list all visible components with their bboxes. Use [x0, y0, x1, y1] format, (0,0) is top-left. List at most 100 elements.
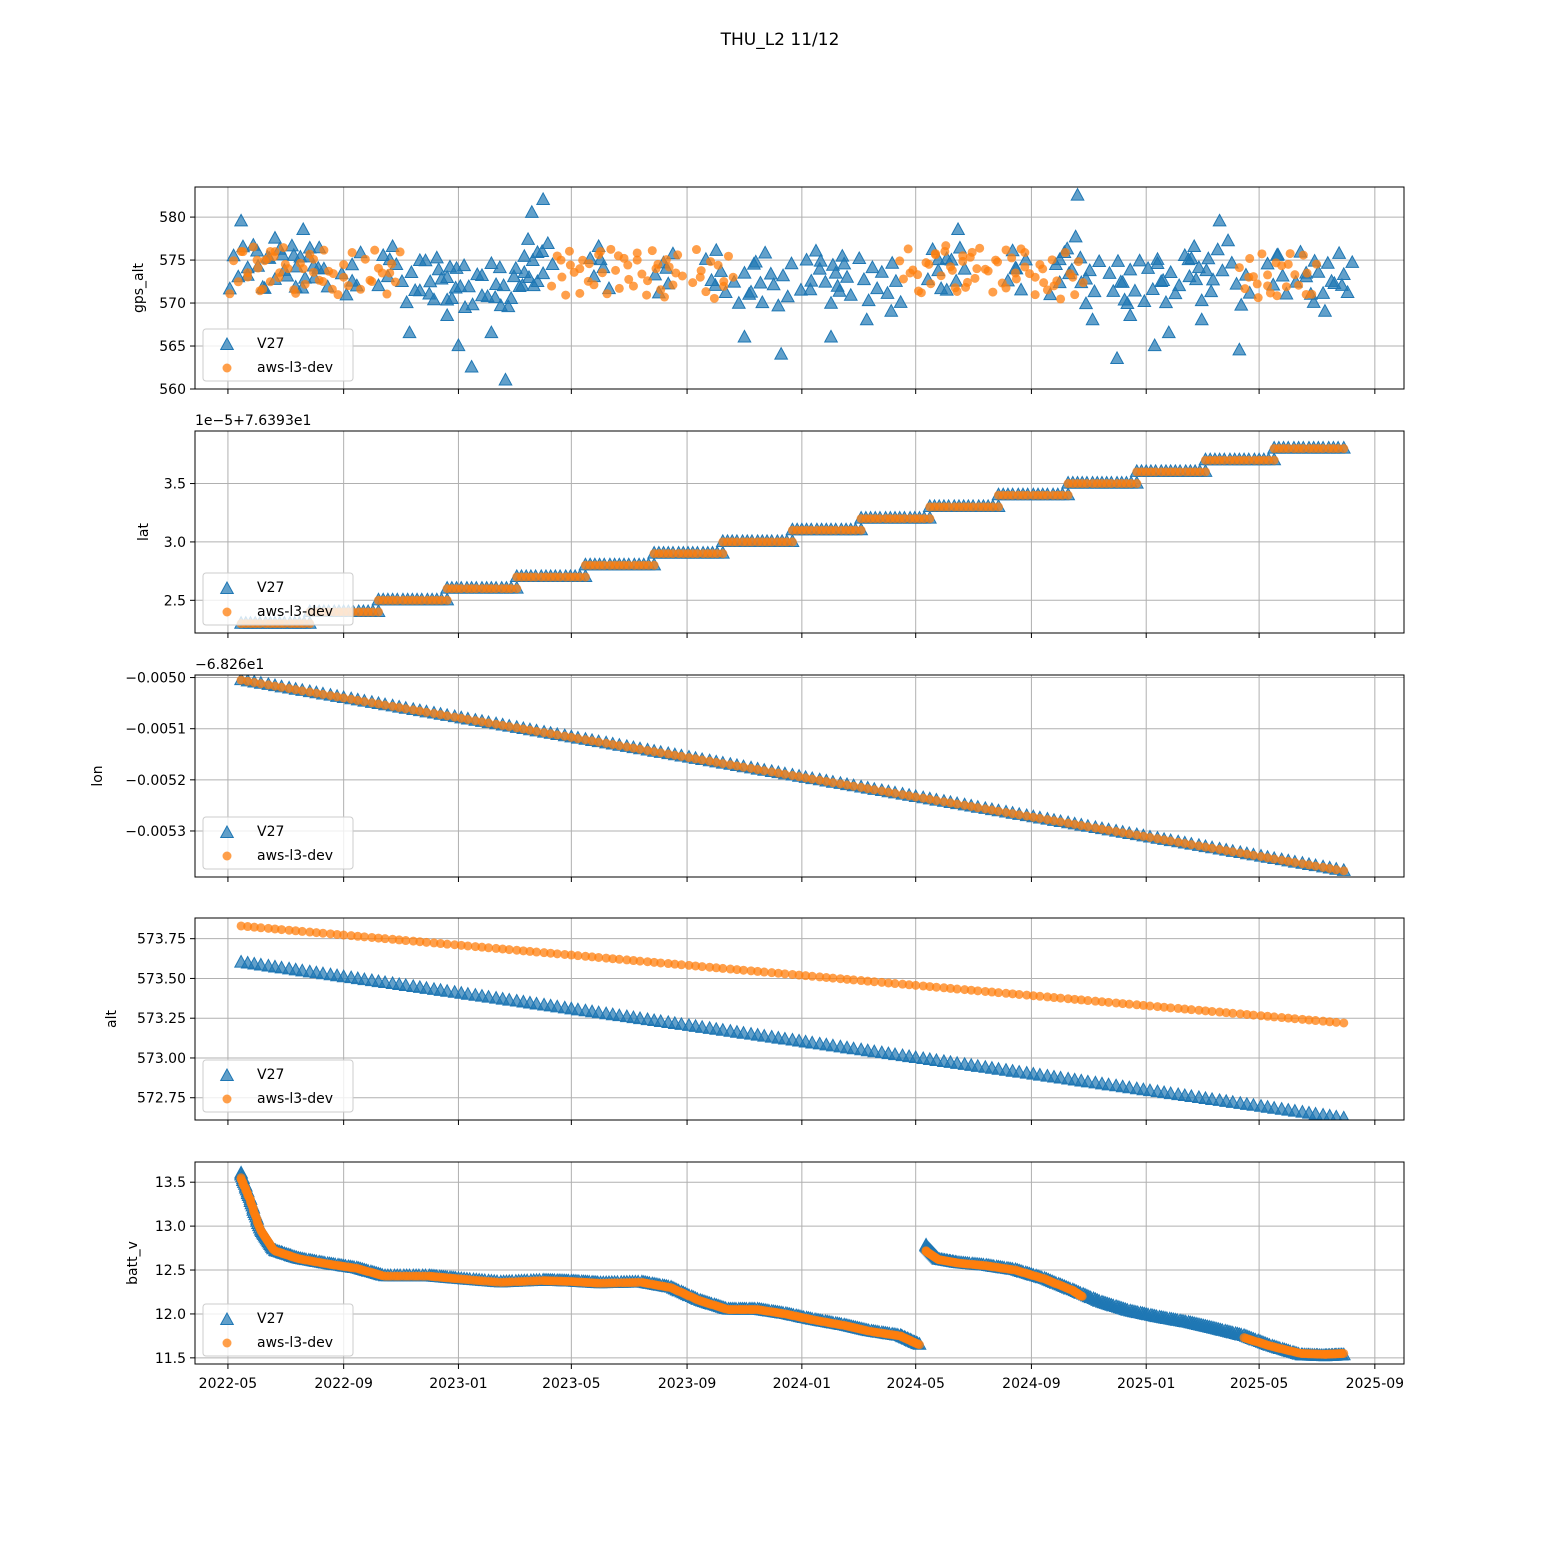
y-tick-label: 572.75: [137, 1091, 186, 1107]
aws-marker: [1283, 1013, 1293, 1023]
y-tick-label: −0.0051: [125, 722, 186, 738]
aws-marker: [623, 260, 633, 270]
legend-v27-label: V27: [257, 824, 284, 840]
aws-marker: [504, 722, 514, 732]
aws-marker: [442, 939, 452, 949]
aws-marker: [1038, 264, 1048, 274]
v27-marker: [861, 293, 876, 307]
aws-marker: [532, 947, 542, 957]
aws-marker: [628, 956, 638, 966]
v27-marker: [1234, 297, 1249, 311]
aws-marker: [575, 288, 585, 298]
aws-marker: [277, 682, 287, 692]
aws-marker: [718, 759, 728, 769]
aws-marker: [229, 256, 239, 266]
aws-marker: [1063, 994, 1073, 1004]
aws-marker: [382, 289, 392, 299]
v27-marker: [839, 269, 855, 283]
aws-marker: [719, 277, 729, 287]
aws-marker: [753, 966, 763, 976]
aws-marker: [815, 972, 825, 982]
aws-marker: [395, 247, 405, 257]
aws-marker: [1200, 1006, 1210, 1016]
v27-marker: [1068, 229, 1083, 243]
aws-marker: [828, 778, 838, 788]
axes-frame: [194, 1161, 1405, 1365]
v27-marker: [813, 253, 828, 267]
y-tick-label: 13.0: [155, 1219, 186, 1235]
aws-marker: [1083, 996, 1093, 1006]
v27-marker: [1327, 275, 1342, 289]
aws-marker: [1166, 1003, 1176, 1013]
aws-marker: [277, 925, 287, 935]
aws-marker: [961, 282, 971, 292]
aws-marker: [1090, 996, 1100, 1006]
v27-marker: [843, 287, 858, 301]
v27-marker: [1150, 255, 1165, 269]
aws-marker: [725, 964, 735, 974]
legend-aws-marker: [222, 363, 232, 373]
aws-marker: [936, 271, 946, 281]
aws-marker: [265, 246, 275, 256]
panels: 560 565 570 575 580 gps_alt V27 aws-l3-dev 2.5 3.…: [90, 186, 1405, 1392]
v27-marker: [404, 264, 419, 279]
v27-marker: [1137, 293, 1152, 308]
aws-marker: [807, 971, 817, 981]
v27-marker: [818, 274, 833, 288]
x-tick-label: 2022-09: [314, 1376, 373, 1392]
v27-marker: [418, 253, 433, 267]
aws-marker: [1007, 253, 1017, 263]
aws-marker: [1104, 825, 1114, 835]
aws-marker: [1073, 257, 1083, 267]
v27-marker: [444, 290, 459, 305]
aws-marker: [913, 270, 923, 280]
aws-marker: [291, 288, 301, 298]
v27-marker: [385, 238, 400, 253]
v27-marker: [823, 295, 839, 309]
legend-v27-marker: [219, 1067, 235, 1082]
y-axis-label: lon: [90, 765, 106, 786]
aws-marker: [390, 277, 400, 287]
legend: V27 aws-l3-dev: [202, 1059, 354, 1113]
aws-marker: [828, 973, 838, 983]
aws-marker: [903, 244, 913, 254]
v27-marker: [1331, 245, 1347, 259]
v27-marker: [503, 290, 519, 305]
v27-marker: [484, 255, 499, 269]
aws-marker: [916, 288, 926, 298]
aws-marker: [236, 246, 246, 256]
aws-marker: [463, 941, 473, 951]
axis-offset-label: −6.826e1: [195, 657, 264, 673]
v27-marker: [1210, 242, 1225, 256]
aws-marker: [580, 951, 590, 961]
aws-marker: [1325, 1017, 1335, 1027]
v27-marker: [1171, 278, 1187, 292]
v27-marker: [344, 257, 360, 271]
aws-marker: [883, 978, 893, 988]
aws-marker: [718, 549, 728, 559]
aws-marker: [1180, 1004, 1190, 1014]
aws-marker: [557, 272, 567, 282]
aws-marker: [356, 284, 366, 294]
legend-v27-label: V27: [257, 1311, 284, 1327]
v27-marker: [718, 284, 733, 298]
aws-marker: [442, 711, 452, 721]
v27-marker: [1311, 264, 1326, 278]
v27-marker: [737, 329, 752, 343]
aws-marker: [947, 265, 957, 275]
aws-marker: [594, 952, 604, 962]
v27-marker: [1187, 238, 1202, 253]
x-tick-label: 2023-01: [429, 1376, 488, 1392]
aws-marker: [1138, 1000, 1148, 1010]
v27-marker: [1194, 293, 1209, 307]
aws-marker: [346, 931, 356, 941]
aws-marker: [1281, 282, 1291, 292]
v27-marker: [1127, 283, 1143, 297]
legend: V27 aws-l3-dev: [202, 572, 354, 626]
plot-area: [233, 440, 1351, 629]
aws-marker: [632, 255, 642, 265]
aws-marker: [274, 273, 284, 283]
aws-marker: [1269, 455, 1279, 465]
aws-marker: [253, 263, 263, 273]
aws-marker: [931, 796, 941, 806]
